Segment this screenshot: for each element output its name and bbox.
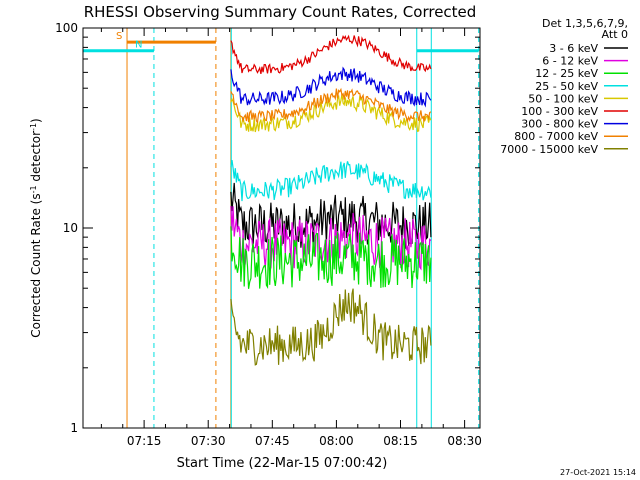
series-line-6	[230, 66, 432, 108]
y-axis-label-part: -1	[29, 123, 38, 131]
y-tick-label: 1	[70, 421, 78, 435]
segment-label-1: N	[135, 40, 142, 51]
axis-ticks: 07:15 07:30 07:45 08:00 08:15 08:30 1 10 100	[55, 21, 482, 448]
legend-label-2: 12 - 25 keV	[535, 67, 598, 80]
legend-label-8: 7000 - 15000 keV	[500, 143, 598, 156]
y-axis-label-part: detector	[29, 131, 43, 186]
legend-header: Det 1,3,5,6,7,9,	[542, 17, 628, 30]
timestamp: 27-Oct-2021 15:14	[560, 468, 636, 477]
legend-label-3: 25 - 50 keV	[535, 80, 598, 93]
y-axis-label: Corrected Count Rate (s-1 detector-1)	[29, 118, 44, 337]
x-tick-label: 07:15	[127, 434, 162, 448]
series-line-5	[230, 34, 432, 75]
series-line-8	[230, 288, 432, 366]
legend-label-6: 300 - 800 keV	[521, 118, 598, 131]
y-axis-label-part: -1	[29, 185, 38, 193]
legend-label-1: 6 - 12 keV	[542, 55, 598, 68]
legend-header: Att 0	[602, 28, 628, 41]
series-line-2	[230, 226, 432, 290]
x-tick-label: 08:30	[447, 434, 482, 448]
x-tick-label: 07:30	[191, 434, 226, 448]
series-line-4	[230, 93, 432, 133]
y-axis-label-part: Corrected Count Rate (s	[29, 193, 43, 337]
y-tick-label: 10	[63, 221, 78, 235]
segment-label-0: S	[116, 31, 122, 42]
y-tick-label: 100	[55, 21, 78, 35]
x-tick-label: 07:45	[255, 434, 290, 448]
legend-label-7: 800 - 7000 keV	[514, 130, 598, 143]
chart-title: RHESSI Observing Summary Count Rates, Co…	[84, 3, 477, 21]
series-line-1	[230, 205, 432, 271]
series-line-7	[230, 87, 432, 124]
legend-label-4: 50 - 100 keV	[528, 92, 598, 105]
y-axis-label-part: )	[29, 118, 43, 123]
x-axis-label: Start Time (22-Mar-15 07:00:42)	[177, 456, 388, 471]
observing-segments: SN	[83, 31, 479, 53]
x-tick-label: 08:00	[319, 434, 354, 448]
legend-label-0: 3 - 6 keV	[549, 42, 598, 55]
x-tick-label: 08:15	[383, 434, 418, 448]
data-series	[230, 34, 432, 366]
series-line-0	[230, 182, 432, 249]
series-line-3	[230, 160, 432, 202]
legend-label-5: 100 - 300 keV	[521, 105, 598, 118]
